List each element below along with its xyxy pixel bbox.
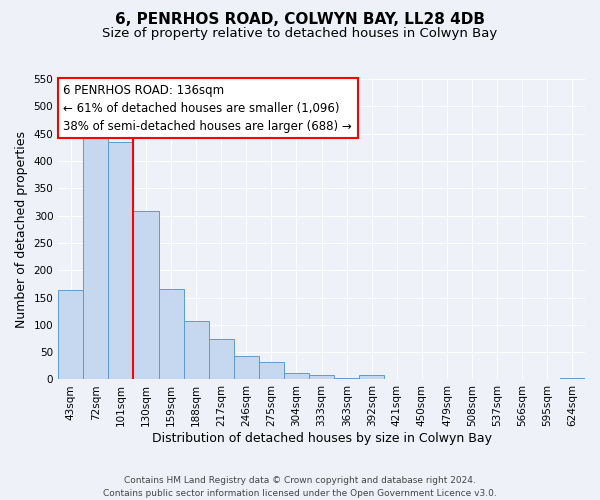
Bar (209, 339, 234, 380)
Bar (259, 362, 284, 380)
Bar (284, 374, 309, 380)
Bar (359, 374, 385, 380)
Y-axis label: Number of detached properties: Number of detached properties (15, 130, 28, 328)
Bar (133, 211, 158, 380)
Bar (83, 134, 109, 380)
X-axis label: Distribution of detached houses by size in Colwyn Bay: Distribution of detached houses by size … (152, 432, 491, 445)
Bar (234, 356, 259, 380)
Bar (334, 378, 359, 380)
Bar (309, 374, 334, 380)
Bar (58, 290, 83, 380)
Text: Size of property relative to detached houses in Colwyn Bay: Size of property relative to detached ho… (103, 28, 497, 40)
Bar (158, 290, 184, 380)
Text: 6 PENRHOS ROAD: 136sqm
← 61% of detached houses are smaller (1,096)
38% of semi-: 6 PENRHOS ROAD: 136sqm ← 61% of detached… (64, 84, 352, 132)
Bar (109, 142, 133, 380)
Text: Contains HM Land Registry data © Crown copyright and database right 2024.
Contai: Contains HM Land Registry data © Crown c… (103, 476, 497, 498)
Bar (560, 378, 585, 380)
Bar (184, 321, 209, 380)
Text: 6, PENRHOS ROAD, COLWYN BAY, LL28 4DB: 6, PENRHOS ROAD, COLWYN BAY, LL28 4DB (115, 12, 485, 28)
